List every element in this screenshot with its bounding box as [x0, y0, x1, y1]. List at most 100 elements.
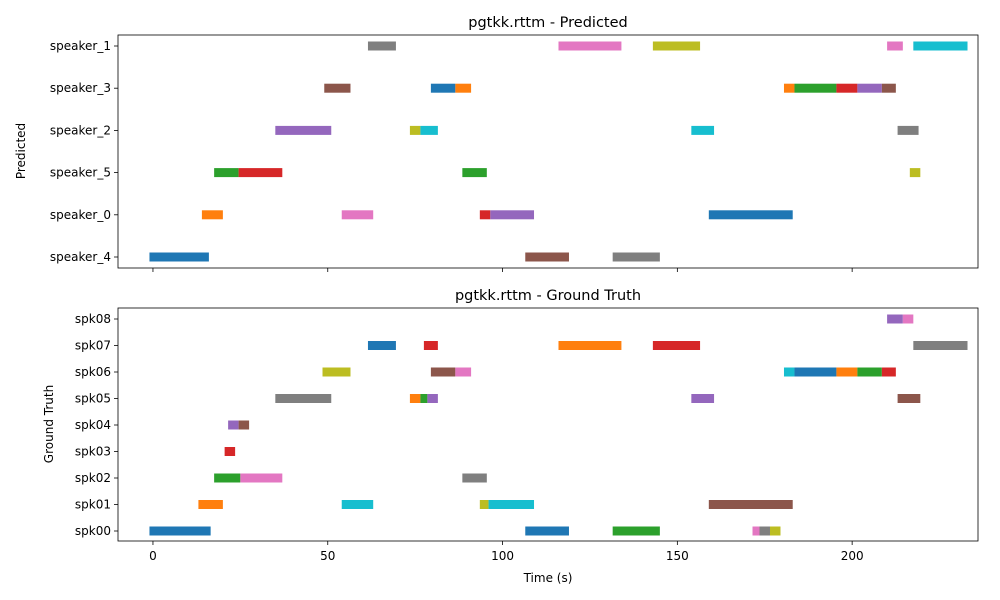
predicted-segment-speaker_2-17 — [897, 125, 919, 135]
ground-truth-segment-spk06-8 — [430, 367, 456, 377]
ground-truth-segment-spk07-5 — [652, 341, 701, 350]
predicted-title: pgtkk.rttm - Predicted — [468, 15, 627, 31]
ground-truth-y-tick-label: spk01 — [75, 498, 111, 512]
ground-truth-y-tick-label: spk07 — [75, 339, 111, 353]
predicted-segment-speaker_3-5 — [324, 83, 351, 93]
ground-truth-segment-spk08-1 — [902, 314, 914, 324]
predicted-segments — [149, 41, 968, 262]
ground-truth-segment-spk01-30 — [488, 500, 535, 509]
ground-truth-y-tick-label: spk04 — [75, 418, 111, 432]
predicted-segment-speaker_3-6 — [430, 83, 456, 93]
ground-truth-x-tick-label: 200 — [841, 549, 864, 563]
ground-truth-segment-spk06-14 — [881, 367, 896, 377]
ground-truth-segment-spk05-18 — [427, 394, 438, 403]
ground-truth-y-tick-label: spk05 — [75, 392, 111, 406]
predicted-segment-speaker_5-21 — [909, 168, 921, 178]
ground-truth-segment-spk06-7 — [322, 367, 351, 377]
predicted-segment-speaker_0-23 — [341, 210, 374, 220]
ground-truth-y-tick-label: spk03 — [75, 445, 111, 459]
predicted-y-tick-label: speaker_1 — [50, 39, 111, 53]
ground-truth-x-tick-label: 0 — [149, 549, 157, 563]
predicted-segment-speaker_5-19 — [238, 168, 283, 178]
ground-truth-segment-spk05-16 — [409, 394, 421, 403]
predicted-segment-speaker_0-24 — [479, 210, 491, 220]
predicted-segment-speaker_4-29 — [612, 252, 660, 262]
ground-truth-segment-spk04-21 — [228, 420, 239, 430]
predicted-segment-speaker_2-15 — [420, 125, 438, 135]
ground-truth-segment-spk00-35 — [752, 526, 760, 536]
predicted-segment-speaker_1-3 — [887, 41, 903, 51]
predicted-segment-speaker_0-22 — [201, 210, 223, 220]
predicted-segment-speaker_3-10 — [836, 83, 858, 93]
ground-truth-xlabel: Time (s) — [523, 571, 573, 585]
predicted-segment-speaker_3-8 — [783, 83, 795, 93]
predicted-segment-speaker_1-0 — [367, 41, 396, 51]
ground-truth-segment-spk07-4 — [558, 341, 622, 350]
ground-truth-segment-spk08-0 — [887, 314, 903, 324]
predicted-panel: pgtkk.rttm - Predicted Predicted speaker… — [14, 15, 979, 272]
predicted-segment-speaker_4-27 — [149, 252, 209, 262]
predicted-x-ticks — [152, 268, 853, 272]
predicted-segment-speaker_3-9 — [794, 83, 837, 93]
ground-truth-segment-spk00-33 — [525, 526, 569, 536]
predicted-segment-speaker_3-11 — [857, 83, 882, 93]
predicted-segment-speaker_5-18 — [214, 168, 239, 178]
ground-truth-y-tick-label: spk08 — [75, 312, 111, 326]
ground-truth-segment-spk06-13 — [857, 367, 882, 377]
ground-truth-x-ticks: 0 50 100 150 200 — [149, 541, 864, 563]
ground-truth-segment-spk07-2 — [367, 341, 396, 350]
ground-truth-segment-spk07-3 — [423, 341, 438, 350]
predicted-segment-speaker_4-28 — [525, 252, 569, 262]
predicted-y-tick-label: speaker_2 — [50, 123, 111, 137]
ground-truth-panel: pgtkk.rttm - Ground Truth Ground Truth T… — [42, 288, 979, 585]
predicted-segment-speaker_3-7 — [455, 83, 472, 93]
ground-truth-ylabel: Ground Truth — [42, 385, 56, 463]
ground-truth-segment-spk05-17 — [420, 394, 428, 403]
predicted-segment-speaker_1-1 — [558, 41, 622, 51]
ground-truth-segment-spk06-11 — [794, 367, 837, 377]
ground-truth-y-tick-label: spk02 — [75, 471, 111, 485]
ground-truth-segment-spk03-23 — [224, 447, 236, 456]
ground-truth-segment-spk05-15 — [275, 394, 332, 403]
ground-truth-segment-spk06-9 — [455, 367, 472, 377]
predicted-segment-speaker_2-13 — [275, 125, 332, 135]
ground-truth-segment-spk04-22 — [238, 420, 250, 430]
ground-truth-segments — [149, 314, 968, 536]
predicted-segment-speaker_1-4 — [913, 41, 968, 51]
ground-truth-segment-spk02-25 — [240, 473, 283, 483]
ground-truth-segment-spk02-24 — [214, 473, 241, 483]
ground-truth-segment-spk05-19 — [691, 394, 715, 403]
ground-truth-segment-spk01-27 — [198, 500, 223, 509]
ground-truth-segment-spk02-26 — [462, 473, 487, 483]
predicted-segment-speaker_2-14 — [409, 125, 421, 135]
ground-truth-segment-spk00-36 — [759, 526, 770, 536]
ground-truth-segment-spk05-20 — [897, 394, 921, 403]
ground-truth-segment-spk00-37 — [769, 526, 781, 536]
ground-truth-y-ticks: spk00 spk01 spk02 spk03 spk04 spk05 spk06 spk07… — [75, 312, 118, 538]
predicted-y-tick-label: speaker_4 — [50, 250, 111, 264]
predicted-segment-speaker_0-26 — [708, 210, 793, 220]
predicted-segment-speaker_2-16 — [691, 125, 715, 135]
ground-truth-x-tick-label: 50 — [320, 549, 335, 563]
ground-truth-x-tick-label: 150 — [666, 549, 689, 563]
ground-truth-y-tick-label: spk00 — [75, 524, 111, 538]
ground-truth-y-tick-label: spk06 — [75, 365, 111, 379]
ground-truth-segment-spk06-10 — [783, 367, 795, 377]
predicted-y-ticks: speaker_4 speaker_0 speaker_5 speaker_2 spea… — [50, 39, 118, 264]
predicted-segment-speaker_0-25 — [490, 210, 535, 220]
predicted-ylabel: Predicted — [14, 123, 28, 179]
predicted-segment-speaker_3-12 — [881, 83, 896, 93]
predicted-segment-speaker_5-20 — [462, 168, 487, 178]
ground-truth-segment-spk00-34 — [612, 526, 660, 536]
predicted-y-tick-label: speaker_0 — [50, 208, 111, 222]
ground-truth-segment-spk00-32 — [149, 526, 211, 536]
ground-truth-segment-spk01-29 — [479, 500, 489, 509]
ground-truth-title: pgtkk.rttm - Ground Truth — [455, 288, 641, 304]
ground-truth-x-tick-label: 100 — [491, 549, 514, 563]
ground-truth-segment-spk01-31 — [708, 500, 793, 509]
ground-truth-axes-frame — [117, 307, 979, 542]
ground-truth-segment-spk07-6 — [913, 341, 968, 350]
predicted-y-tick-label: speaker_5 — [50, 166, 111, 180]
predicted-segment-speaker_1-2 — [652, 41, 701, 51]
